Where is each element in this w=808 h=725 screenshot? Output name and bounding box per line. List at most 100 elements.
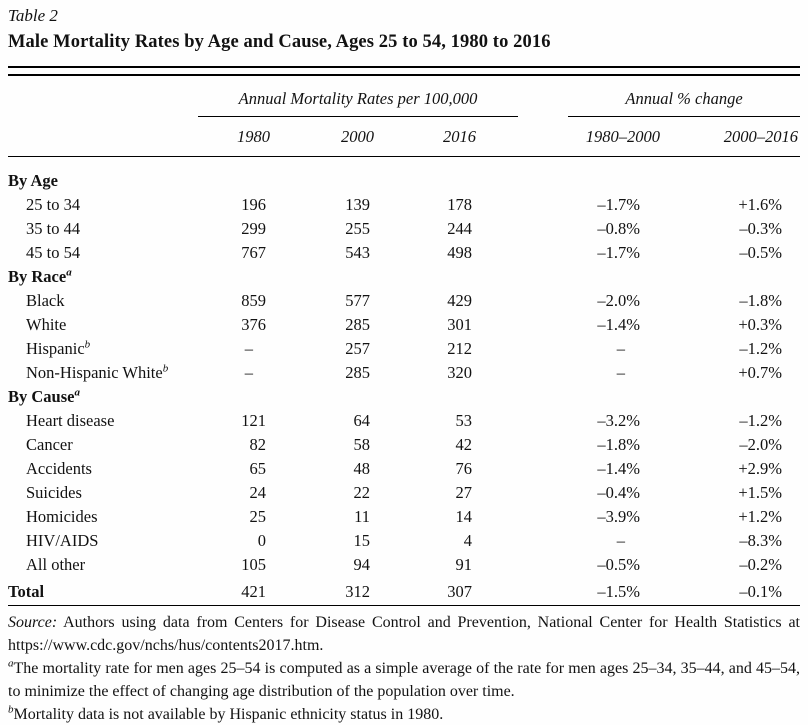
table-title: Male Mortality Rates by Age and Cause, A… [8, 32, 551, 52]
spacer-cell [518, 409, 568, 433]
row-label: HIV/AIDS [26, 531, 99, 550]
row-label: Heart disease [26, 411, 115, 430]
cell-rate-1980: 65 [249, 459, 267, 478]
cell-change-2000-2016: +1.6% [738, 195, 783, 214]
cell-rate-2000: 312 [276, 577, 380, 606]
spacer-cell [518, 193, 568, 217]
table-row: Homicides 25 11 14 –3.9% +1.2% [8, 505, 800, 529]
source-text: Authors using data from Centers for Dise… [8, 614, 800, 654]
cell-rate-2016: 301 [447, 315, 473, 334]
cell-change-2000-2016: +0.3% [738, 315, 783, 334]
cell-rate-2000: 139 [345, 195, 370, 214]
cell-change-1980-2000: –1.7% [597, 243, 641, 262]
spanner-rates: Annual Mortality Rates per 100,000 [198, 76, 519, 117]
cell-rate-2016: 4 [463, 531, 473, 550]
colhead-2000-2016: 2000–2016 [660, 116, 801, 157]
section-label: By Age [8, 171, 58, 190]
cell-change-2000-2016: –0.3% [739, 219, 783, 238]
spanner-header-row: Annual Mortality Rates per 100,000 Annua… [8, 76, 801, 117]
source-label: Source: [8, 614, 58, 631]
footnote-a-text: The mortality rate for men ages 25–54 is… [8, 660, 800, 700]
cell-rate-2016: 307 [380, 577, 519, 606]
spacer-cell [518, 433, 568, 457]
cell-rate-2000: 285 [345, 363, 370, 382]
table-row: 25 to 34 196 139 178 –1.7% +1.6% [8, 193, 800, 217]
table-row: Black 859 577 429 –2.0% –1.8% [8, 289, 800, 313]
table-row: Cancer 82 58 42 –1.8% –2.0% [8, 433, 800, 457]
colhead-2016: 2016 [380, 116, 519, 157]
cell-change-2000-2016: –0.1% [660, 577, 801, 606]
cell-rate-2016: 498 [447, 243, 473, 262]
row-label: Suicides [26, 483, 82, 502]
spanner-empty-cell [8, 76, 198, 117]
spacer-cell [518, 289, 568, 313]
spacer-cell [518, 529, 568, 553]
cell-rate-1980: 121 [241, 411, 266, 430]
table-row: 45 to 54 767 543 498 –1.7% –0.5% [8, 241, 800, 265]
cell-change-2000-2016: –0.5% [739, 243, 783, 262]
colhead-empty-cell [8, 116, 198, 157]
cell-rate-1980: 24 [249, 483, 267, 502]
cell-rate-1980: 767 [241, 243, 266, 262]
footnote-b: bMortality data is not available by Hisp… [8, 703, 800, 725]
colhead-gap-cell [518, 116, 569, 157]
table-row: Non-Hispanic Whiteb – 285 320 – +0.7% [8, 361, 800, 385]
cell-change-1980-2000: –2.0% [597, 291, 641, 310]
table-row: Hispanicb – 257 212 – –1.2% [8, 337, 800, 361]
cell-change-1980-2000: –1.4% [597, 315, 641, 334]
cell-change-2000-2016: –2.0% [739, 435, 783, 454]
row-label: Black [26, 291, 65, 310]
cell-rate-2000: 48 [353, 459, 371, 478]
row-label: Total [8, 577, 198, 606]
cell-change-1980-2000: –0.4% [597, 483, 641, 502]
table-row: White 376 285 301 –1.4% +0.3% [8, 313, 800, 337]
colhead-2000: 2000 [276, 116, 380, 157]
row-label: White [26, 315, 67, 334]
cell-rate-2016: 53 [455, 411, 473, 430]
table-row: Accidents 65 48 76 –1.4% +2.9% [8, 457, 800, 481]
row-label: Accidents [26, 459, 92, 478]
cell-rate-2016: 429 [447, 291, 473, 310]
cell-change-1980-2000: –3.9% [597, 507, 641, 526]
cell-change-2000-2016: –1.2% [739, 339, 783, 358]
footnote-a: aThe mortality rate for men ages 25–54 i… [8, 657, 800, 703]
cell-rate-1980: 421 [198, 577, 276, 606]
row-label: All other [26, 555, 86, 574]
cell-change-1980-2000: –1.8% [597, 435, 641, 454]
row-label: Cancer [26, 435, 73, 454]
cell-rate-1980: – [244, 339, 253, 358]
spacer-cell [518, 577, 569, 606]
table-row: Suicides 24 22 27 –0.4% +1.5% [8, 481, 800, 505]
colhead-1980-2000: 1980–2000 [568, 116, 661, 157]
cell-rate-2016: 178 [447, 195, 473, 214]
total-row: Total 421 312 307 –1.5% –0.1% [8, 577, 801, 606]
section-row-by-age: By Age [8, 157, 800, 194]
table-row: HIV/AIDS 0 15 4 – –8.3% [8, 529, 800, 553]
colhead-1980: 1980 [198, 116, 276, 157]
spacer-cell [518, 361, 568, 385]
cell-rate-1980: 376 [241, 315, 266, 334]
cell-rate-1980: 0 [257, 531, 266, 550]
cell-rate-2016: 212 [447, 339, 473, 358]
section-label: By Racea [8, 266, 72, 286]
cell-change-1980-2000: –0.8% [597, 219, 641, 238]
spacer-cell [518, 553, 568, 577]
section-row-by-race: By Racea [8, 265, 800, 289]
source-note: Source: Authors using data from Centers … [8, 611, 800, 657]
spacer-cell [518, 505, 568, 529]
row-label: 45 to 54 [26, 243, 81, 262]
cell-rate-2016: 320 [447, 363, 473, 382]
spacer-cell [518, 241, 568, 265]
cell-rate-2000: 94 [353, 555, 371, 574]
cell-change-1980-2000: –1.7% [597, 195, 641, 214]
cell-rate-1980: 82 [249, 435, 267, 454]
table-row: All other 105 94 91 –0.5% –0.2% [8, 553, 800, 577]
cell-rate-2000: 58 [353, 435, 371, 454]
cell-change-2000-2016: –8.3% [739, 531, 783, 550]
section-label: By Causea [8, 386, 80, 406]
cell-rate-2000: 577 [345, 291, 370, 310]
cell-rate-2000: 11 [354, 507, 370, 526]
cell-change-2000-2016: –0.2% [739, 555, 783, 574]
spanner-change: Annual % change [568, 76, 801, 117]
